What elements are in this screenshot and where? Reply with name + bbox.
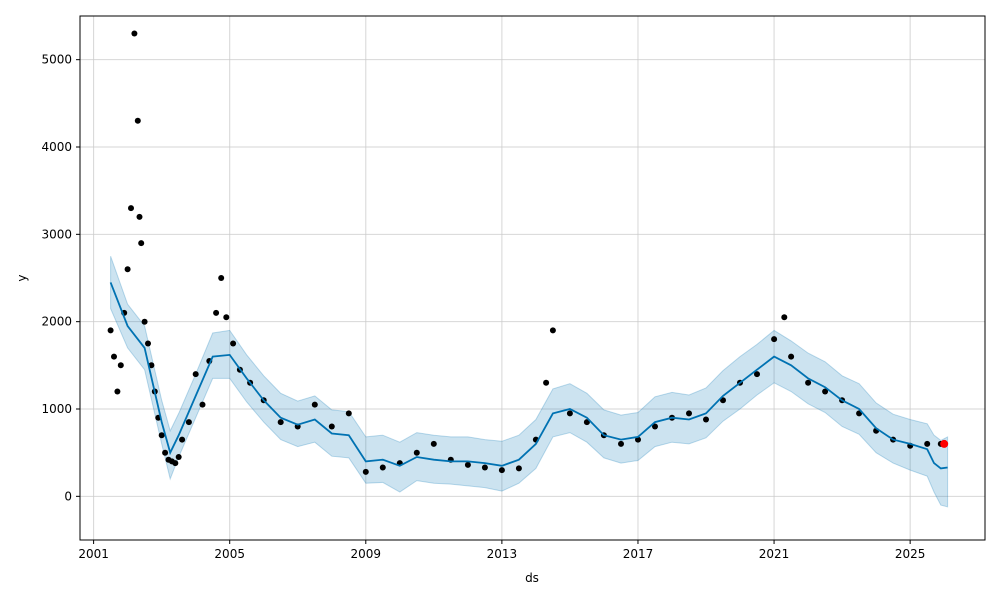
observed-point (618, 440, 624, 447)
observed-point (464, 461, 471, 468)
observed-point (107, 327, 114, 334)
forecast-line (109, 282, 948, 470)
observed-point (413, 449, 420, 456)
forecast-line-path (109, 282, 948, 470)
x-tick-label: 2009 (351, 547, 382, 561)
observed-point (771, 336, 778, 343)
highlight-point (940, 439, 949, 448)
observed-point (175, 454, 182, 460)
observed-point (686, 410, 692, 417)
x-axis: 2001 2005 2009 2013 2017 2021 2025 (78, 540, 925, 561)
observed-point (379, 464, 386, 471)
observed-point (141, 318, 148, 325)
y-axis-label: y (15, 274, 29, 281)
observed-point (515, 465, 522, 472)
x-tick-label: 2013 (487, 547, 518, 561)
x-tick-label: 2021 (759, 547, 790, 561)
observed-point (362, 468, 369, 475)
x-axis-label: ds (525, 571, 539, 585)
observed-point (213, 309, 220, 316)
observed-point (145, 340, 151, 347)
observed-point (277, 419, 284, 426)
observed-point (128, 205, 134, 212)
observed-point (199, 401, 206, 408)
observed-point (192, 371, 199, 378)
observed-point (754, 371, 760, 378)
uncertainty-band (110, 256, 949, 508)
observed-point (549, 327, 556, 334)
observed-point (311, 401, 318, 408)
observed-point (498, 467, 505, 474)
plot-frame (79, 15, 986, 541)
observed-point (230, 340, 237, 347)
observed-point (111, 353, 117, 360)
y-tick-label: 5000 (41, 53, 72, 67)
observed-point (781, 314, 788, 321)
observed-point (117, 362, 124, 369)
observed-point (430, 440, 437, 447)
y-tick-label: 3000 (41, 227, 72, 241)
y-axis: 0 1000 2000 3000 4000 5000 (41, 53, 80, 503)
observed-point (134, 117, 141, 124)
observed-point (179, 436, 186, 443)
observed-point (172, 460, 179, 467)
observed-point (158, 432, 165, 439)
observed-point (703, 416, 709, 423)
observed-point (162, 449, 169, 456)
observed-point (114, 388, 121, 395)
observed-point (148, 362, 155, 369)
observed-point (543, 379, 550, 386)
observed-point (223, 314, 230, 321)
x-tick-label: 2001 (78, 547, 109, 561)
observed-point (185, 419, 192, 426)
observed-point (481, 464, 488, 471)
y-tick-label: 0 (64, 489, 72, 503)
observed-point (924, 440, 931, 447)
plot-border (79, 15, 986, 541)
observed-point (583, 419, 590, 426)
observed-point (218, 275, 225, 281)
observed-point (124, 266, 131, 273)
x-tick-label: 2005 (214, 547, 245, 561)
observed-point (822, 388, 829, 395)
observed-point (131, 30, 138, 37)
observed-point (138, 240, 145, 247)
observed-point (345, 410, 352, 417)
observed-point (635, 436, 641, 443)
grid (80, 16, 985, 540)
uncertainty-band-area (110, 256, 949, 508)
y-tick-label: 1000 (41, 402, 72, 416)
observed-point (720, 397, 726, 404)
highlight-point-marker (940, 439, 949, 448)
observed-point (805, 379, 812, 386)
x-tick-label: 2025 (895, 547, 926, 561)
observed-point (136, 213, 143, 220)
observed-point (328, 423, 335, 430)
observed-point (788, 353, 795, 360)
y-tick-label: 2000 (41, 315, 72, 329)
observed-point (652, 423, 658, 430)
y-tick-label: 4000 (41, 140, 72, 154)
observed-point (566, 410, 573, 417)
x-tick-label: 2017 (623, 547, 654, 561)
